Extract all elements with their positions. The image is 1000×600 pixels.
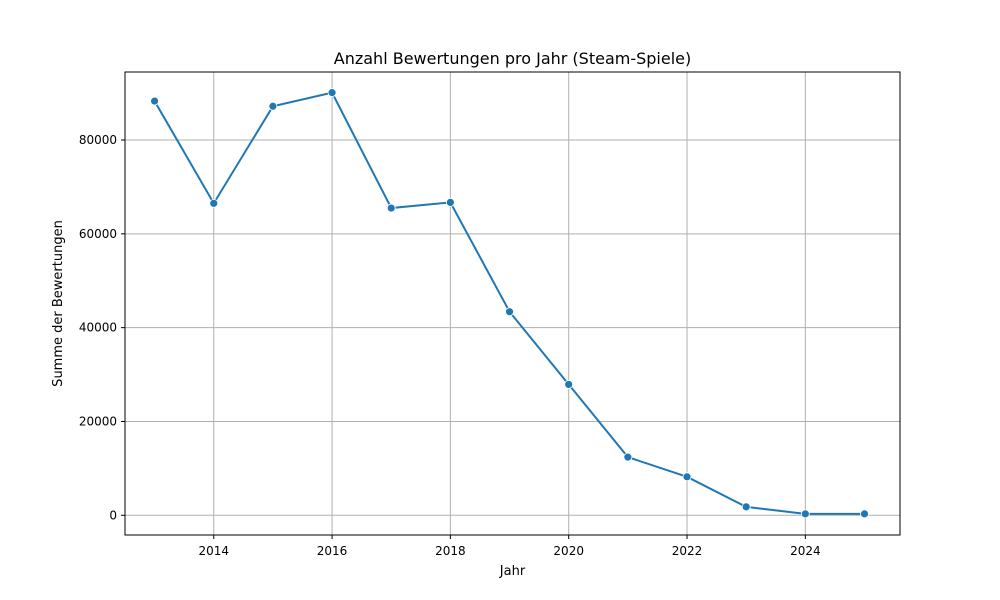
data-point bbox=[327, 88, 337, 98]
x-tick-label: 2016 bbox=[317, 544, 348, 558]
data-point bbox=[445, 198, 455, 207]
y-tick-label: 20000 bbox=[79, 414, 117, 428]
data-point bbox=[150, 96, 159, 106]
y-axis-ticks: 0 20000 40000 60000 80000 bbox=[79, 133, 125, 522]
x-tick-label: 2022 bbox=[672, 544, 703, 558]
x-axis-label: Jahr bbox=[499, 564, 526, 579]
data-point bbox=[209, 198, 219, 208]
x-tick-label: 2020 bbox=[553, 544, 584, 558]
y-axis-label: Summe der Bewertungen bbox=[51, 220, 66, 387]
data-point bbox=[741, 502, 751, 512]
data-point bbox=[623, 452, 633, 462]
series-layer bbox=[150, 88, 869, 519]
x-tick-label: 2018 bbox=[435, 544, 466, 558]
data-point bbox=[564, 380, 574, 389]
data-point bbox=[682, 472, 692, 482]
data-point bbox=[386, 203, 396, 213]
data-point bbox=[800, 509, 810, 519]
y-tick-label: 0 bbox=[109, 508, 117, 522]
data-point bbox=[268, 101, 278, 111]
data-point bbox=[505, 307, 514, 317]
y-tick-label: 80000 bbox=[79, 133, 117, 147]
x-tick-label: 2024 bbox=[790, 544, 821, 558]
y-tick-label: 60000 bbox=[79, 227, 117, 241]
y-tick-label: 40000 bbox=[79, 321, 117, 335]
grid bbox=[125, 72, 900, 535]
x-tick-label: 2014 bbox=[198, 544, 229, 558]
x-axis-ticks: 2014 2016 2018 2020 2022 2024 bbox=[198, 535, 821, 558]
chart-title: Anzahl Bewertungen pro Jahr (Steam-Spiel… bbox=[334, 49, 691, 68]
plot-frame bbox=[124, 71, 901, 536]
data-point bbox=[860, 509, 869, 519]
